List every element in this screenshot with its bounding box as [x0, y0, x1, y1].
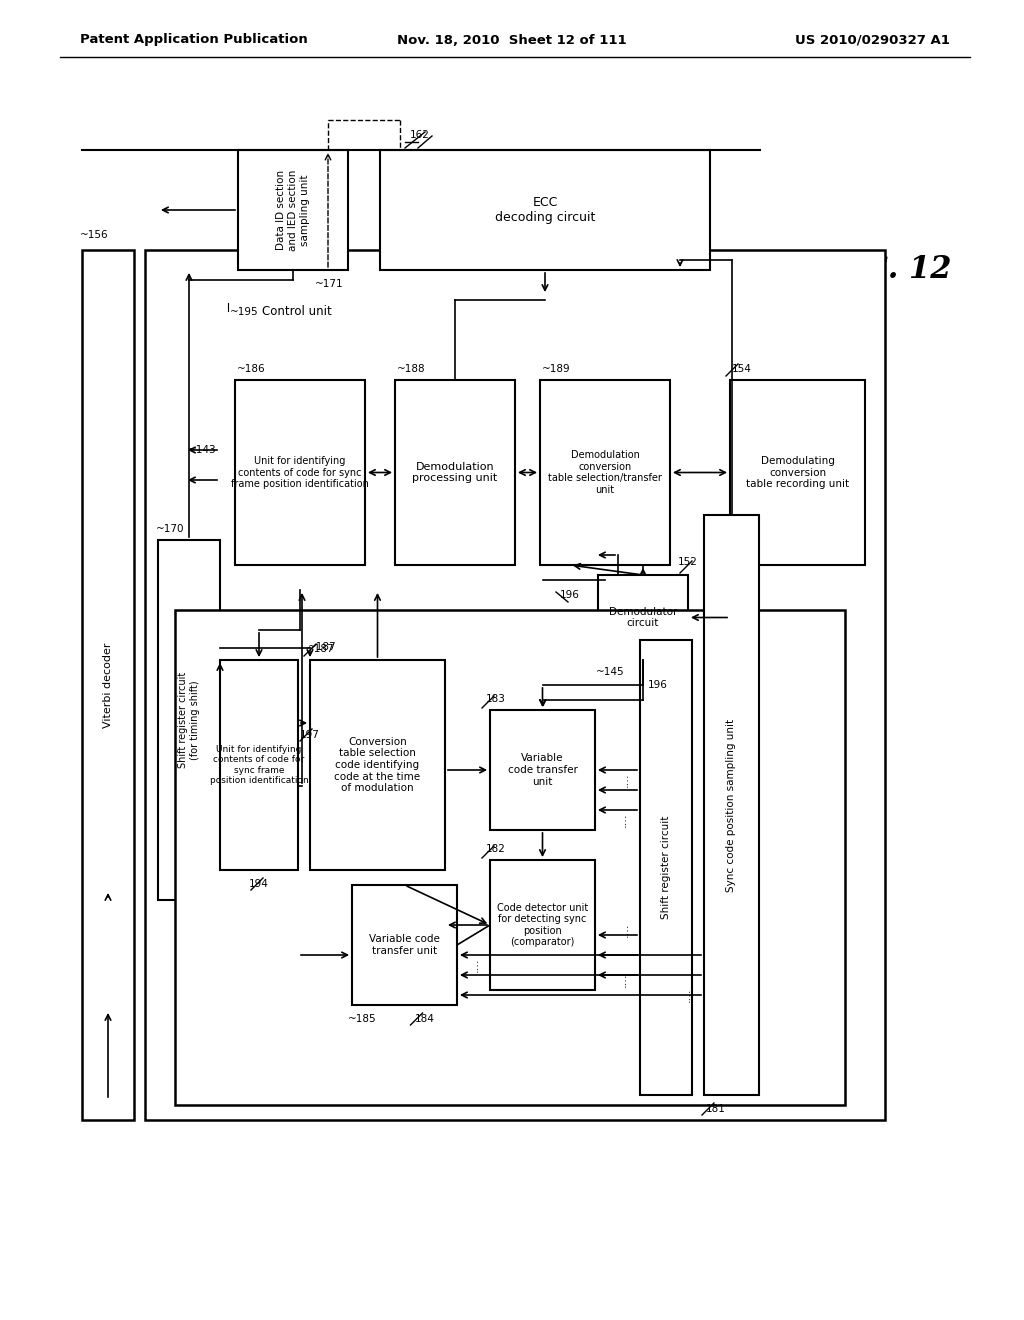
Bar — [490, 861, 595, 990]
Text: 183: 183 — [486, 694, 506, 704]
Text: ~189: ~189 — [542, 364, 570, 374]
Text: Unit for identifying
contents of code for sync
frame position identification: Unit for identifying contents of code fo… — [231, 455, 369, 490]
Text: FIG. 12: FIG. 12 — [827, 255, 952, 285]
Bar — [158, 540, 220, 900]
Text: ~156: ~156 — [80, 230, 109, 240]
Text: ....: .... — [618, 973, 628, 987]
Text: ~187: ~187 — [306, 644, 335, 653]
Text: ~170: ~170 — [156, 524, 184, 535]
Bar — [730, 380, 865, 565]
Text: Demodulation
processing unit: Demodulation processing unit — [413, 462, 498, 483]
Text: ECC
decoding circuit: ECC decoding circuit — [495, 195, 595, 224]
Text: Code detector unit
for detecting sync
position
(comparator): Code detector unit for detecting sync po… — [497, 903, 588, 948]
Text: Conversion
table selection
code identifying
code at the time
of modulation: Conversion table selection code identify… — [335, 737, 421, 793]
Bar — [598, 576, 688, 660]
Bar — [540, 380, 670, 565]
Text: Shift register circuit
(for timing shift): Shift register circuit (for timing shift… — [178, 672, 200, 768]
Bar — [145, 249, 885, 1119]
Bar — [234, 380, 365, 565]
Text: 197: 197 — [300, 730, 319, 741]
Text: US 2010/0290327 A1: US 2010/0290327 A1 — [795, 33, 950, 46]
Text: ~187: ~187 — [308, 642, 337, 652]
Text: Unit for identifying
contents of code for
sync frame
position identification: Unit for identifying contents of code fo… — [210, 744, 308, 785]
Text: ~195: ~195 — [230, 308, 259, 317]
Text: 184: 184 — [415, 1014, 434, 1024]
Text: ....: .... — [470, 958, 480, 973]
Text: Variable
code transfer
unit: Variable code transfer unit — [508, 754, 578, 787]
Text: ~185: ~185 — [348, 1014, 377, 1024]
Text: Data ID section
and IED section
sampling unit: Data ID section and IED section sampling… — [276, 169, 309, 251]
Bar — [82, 249, 134, 1119]
Text: 152: 152 — [678, 557, 698, 568]
Text: Demodulating
conversion
table recording unit: Demodulating conversion table recording … — [745, 455, 849, 490]
Text: 194: 194 — [249, 879, 269, 888]
Text: Demodulator
circuit: Demodulator circuit — [609, 607, 677, 628]
Text: 154: 154 — [732, 364, 752, 374]
Bar — [640, 640, 692, 1096]
Text: Demodulation
conversion
table selection/transfer
unit: Demodulation conversion table selection/… — [548, 450, 662, 495]
Text: Nov. 18, 2010  Sheet 12 of 111: Nov. 18, 2010 Sheet 12 of 111 — [397, 33, 627, 46]
Bar — [705, 515, 759, 1096]
Text: ....: .... — [620, 923, 630, 937]
Text: Sync code position sampling unit: Sync code position sampling unit — [726, 718, 736, 891]
Text: ~145: ~145 — [596, 667, 625, 677]
Text: ~171: ~171 — [314, 279, 343, 289]
Text: Patent Application Publication: Patent Application Publication — [80, 33, 308, 46]
Bar — [220, 294, 780, 590]
Text: ~186: ~186 — [237, 364, 265, 374]
Text: Variable code
transfer unit: Variable code transfer unit — [369, 935, 440, 956]
Bar — [310, 660, 445, 870]
Text: 181: 181 — [706, 1104, 726, 1114]
Text: ....: .... — [682, 987, 692, 1002]
Bar — [395, 380, 515, 565]
Text: ....: .... — [620, 772, 630, 787]
Text: ~143: ~143 — [188, 445, 217, 455]
Bar — [175, 610, 845, 1105]
Text: 162: 162 — [410, 129, 430, 140]
Text: ....: .... — [618, 813, 628, 828]
Bar — [352, 884, 457, 1005]
Bar — [490, 710, 595, 830]
Text: 182: 182 — [486, 843, 506, 854]
Bar — [238, 150, 348, 271]
Text: 196: 196 — [648, 680, 668, 690]
Text: Control unit: Control unit — [262, 305, 332, 318]
Text: ~188: ~188 — [397, 364, 426, 374]
Text: Shift register circuit: Shift register circuit — [662, 816, 671, 919]
Bar — [220, 660, 298, 870]
Text: Viterbi decoder: Viterbi decoder — [103, 643, 113, 727]
Text: 196: 196 — [560, 590, 580, 601]
Bar — [380, 150, 710, 271]
